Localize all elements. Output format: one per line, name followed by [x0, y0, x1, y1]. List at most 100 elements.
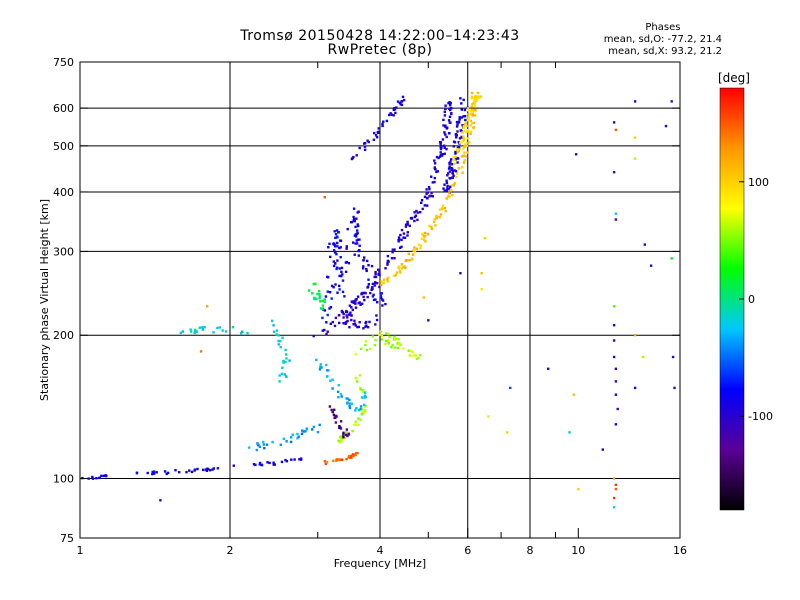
data-point	[288, 359, 291, 362]
data-point	[448, 132, 451, 135]
data-point	[336, 236, 339, 239]
data-point	[190, 470, 194, 474]
data-point	[218, 326, 221, 329]
data-point	[350, 221, 353, 224]
data-point	[470, 95, 473, 98]
data-point	[444, 124, 447, 127]
data-point	[341, 273, 344, 276]
data-point	[355, 451, 358, 455]
data-point	[194, 328, 197, 332]
data-point	[384, 342, 387, 346]
x-tick-label: 4	[377, 544, 384, 557]
data-point	[281, 336, 284, 339]
data-point	[357, 325, 360, 329]
data-point	[350, 402, 354, 405]
data-point	[262, 443, 265, 446]
data-point	[409, 349, 413, 353]
data-point	[420, 199, 424, 202]
data-point	[255, 448, 258, 452]
data-point	[378, 285, 381, 289]
data-point	[337, 231, 340, 234]
data-point	[398, 342, 401, 345]
data-point	[344, 322, 347, 325]
data-point	[319, 300, 322, 303]
data-point	[258, 445, 262, 449]
data-point	[324, 462, 327, 466]
data-point	[358, 146, 361, 150]
data-point	[196, 467, 199, 471]
data-point	[87, 477, 90, 480]
data-point	[199, 350, 203, 353]
data-point	[336, 390, 340, 393]
data-point	[333, 408, 336, 411]
data-point	[461, 131, 464, 134]
data-point	[326, 275, 329, 278]
data-point	[614, 128, 618, 132]
data-point	[297, 435, 300, 438]
data-point	[393, 257, 396, 260]
data-point	[446, 172, 450, 175]
data-point	[385, 119, 389, 123]
data-point	[331, 320, 334, 324]
data-point	[386, 278, 389, 281]
data-point	[206, 305, 209, 308]
data-point	[315, 358, 318, 362]
data-point	[476, 98, 479, 101]
data-point	[365, 348, 369, 352]
data-point	[444, 210, 447, 213]
data-point	[339, 427, 343, 430]
data-point	[404, 225, 408, 228]
data-point	[348, 304, 352, 307]
data-point	[664, 124, 668, 128]
data-point	[473, 102, 477, 105]
data-point	[426, 232, 429, 236]
data-point	[420, 201, 423, 205]
data-point	[430, 191, 433, 194]
data-point	[212, 331, 215, 334]
data-point	[390, 257, 394, 260]
data-point	[278, 380, 281, 383]
data-point	[364, 325, 367, 328]
data-point	[614, 487, 618, 491]
data-point	[612, 506, 616, 509]
data-point	[413, 211, 416, 214]
data-point	[450, 107, 453, 110]
data-point	[444, 125, 447, 129]
phase-statistics: Phases mean, sd,O: -77.2, 21.4 mean, sd,…	[604, 22, 722, 58]
data-point	[340, 435, 343, 438]
data-point	[263, 447, 266, 450]
data-point	[91, 477, 95, 480]
data-point	[331, 410, 334, 414]
data-point	[353, 322, 357, 325]
data-point	[452, 145, 455, 148]
data-point	[335, 415, 338, 418]
data-point	[356, 295, 360, 298]
data-point	[445, 181, 449, 184]
data-point	[474, 95, 478, 98]
data-point	[340, 270, 343, 273]
data-point	[163, 470, 167, 473]
data-point	[386, 263, 389, 266]
data-point	[318, 368, 322, 371]
data-point	[352, 300, 355, 303]
data-point	[445, 147, 448, 151]
data-point	[102, 474, 105, 478]
data-point	[471, 122, 474, 125]
data-point	[437, 156, 440, 160]
data-point	[473, 98, 477, 101]
data-point	[165, 472, 168, 476]
data-point	[670, 257, 673, 260]
data-point	[333, 416, 337, 419]
data-point	[388, 113, 391, 117]
data-point	[365, 269, 368, 273]
data-point	[340, 395, 343, 398]
data-point	[457, 140, 460, 144]
data-point	[368, 320, 371, 324]
data-point	[612, 496, 616, 500]
data-point	[346, 316, 349, 319]
data-point	[443, 114, 447, 117]
data-point	[385, 340, 388, 343]
data-point	[407, 252, 410, 256]
data-point	[335, 253, 338, 256]
data-point	[320, 307, 323, 310]
